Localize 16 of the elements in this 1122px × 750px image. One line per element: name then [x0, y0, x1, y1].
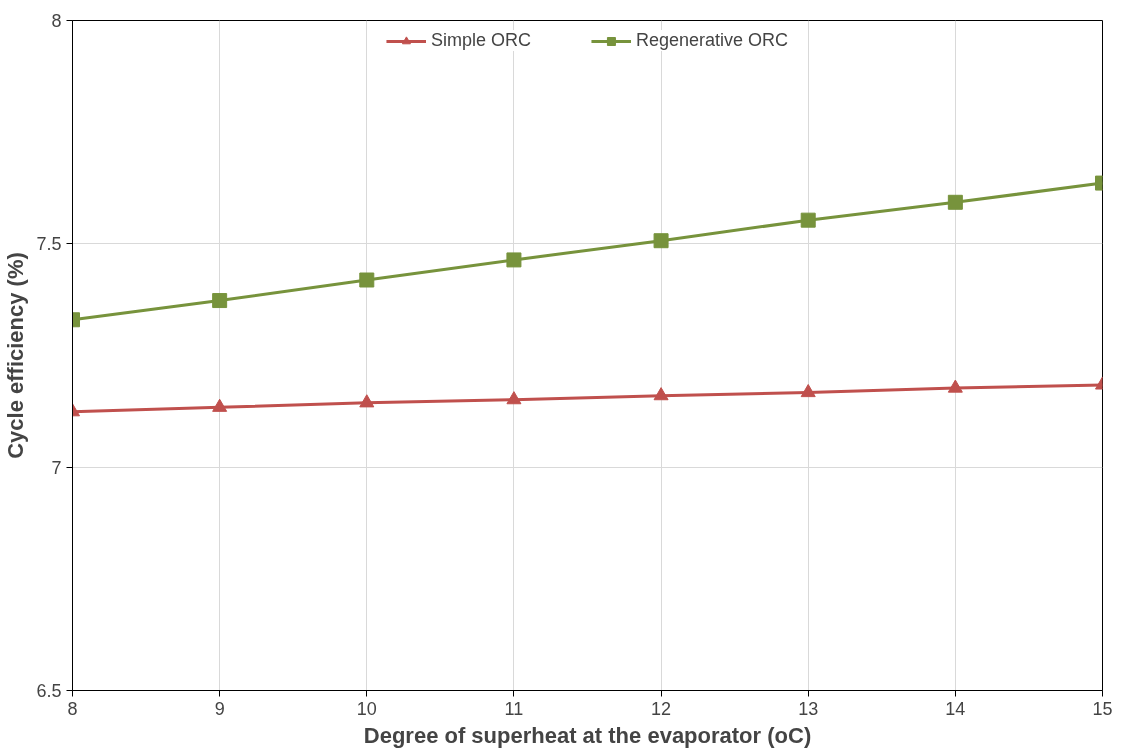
y-tick-label: 6.5	[36, 681, 62, 701]
y-tick-label: 7	[51, 457, 62, 478]
x-tick-label: 14	[945, 698, 966, 719]
x-tick-label: 13	[798, 698, 819, 719]
x-tick-label: 11	[504, 698, 524, 719]
legend-label: Regenerative ORC	[635, 30, 789, 51]
x-tick-label: 8	[67, 698, 78, 719]
y-tick-label: 8	[51, 11, 62, 31]
x-tick-label: 15	[1092, 698, 1113, 719]
y-tick-label: 7.5	[36, 234, 62, 255]
x-tick-label: 9	[214, 698, 225, 719]
x-tick-label: 10	[356, 698, 377, 719]
legend-label: Simple ORC	[430, 30, 531, 51]
x-axis-title: Degree of superheat at the evaporator (oC)	[363, 722, 812, 748]
x-tick-label: 12	[651, 698, 672, 719]
y-axis-title: Cycle efficiency (%)	[3, 252, 29, 459]
